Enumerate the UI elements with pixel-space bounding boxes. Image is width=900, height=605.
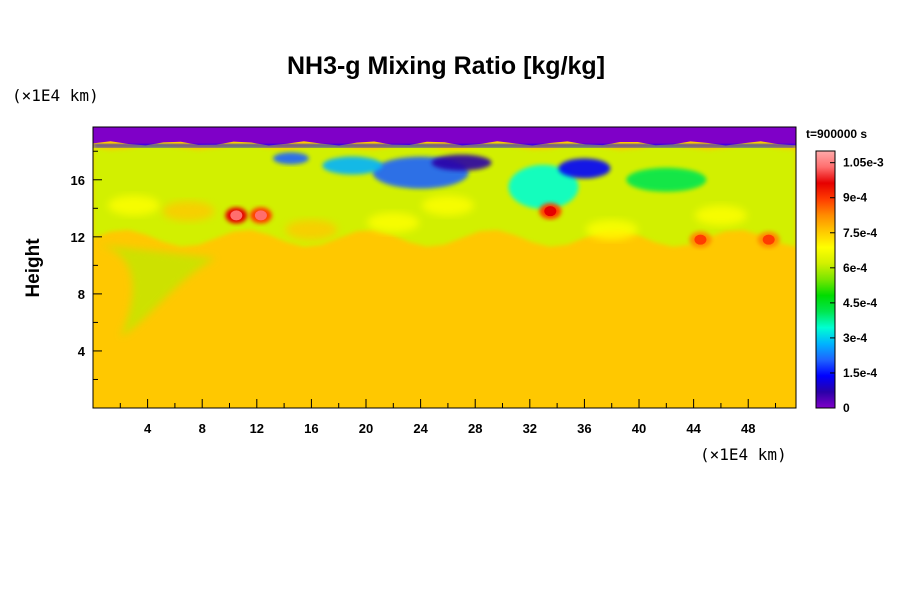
field-blotch [367, 212, 420, 233]
field-depleted-region [272, 152, 309, 165]
field-upper-layer [93, 127, 796, 146]
colorbar-tick-label: 1.05e-3 [843, 156, 884, 170]
x-tick-label: 24 [413, 421, 428, 436]
field-blotch [421, 195, 474, 216]
x-tick-label: 48 [741, 421, 755, 436]
colorbar-tick-label: 4.5e-4 [843, 296, 877, 310]
colorbar-tick-label: 9e-4 [843, 191, 867, 205]
y-axis-unit: (×1E4 km) [12, 86, 99, 105]
x-tick-label: 12 [250, 421, 264, 436]
mixing-ratio-field [93, 127, 796, 408]
field-depleted-region [558, 158, 611, 179]
x-tick-label: 16 [304, 421, 318, 436]
x-tick-label: 8 [199, 421, 206, 436]
field-depleted-region [626, 167, 707, 192]
colorbar-tick-label: 7.5e-4 [843, 226, 877, 240]
field-blotch [585, 219, 638, 240]
field-blotch [285, 219, 338, 240]
y-tick-label: 12 [71, 230, 85, 245]
colorbar-tick-label: 0 [843, 401, 850, 415]
x-tick-label: 44 [686, 421, 701, 436]
x-axis: 4 8 12 16 20 24 28 32 36 40 44 48 [119, 399, 777, 436]
x-tick-label: 20 [359, 421, 373, 436]
field-depleted-region [508, 164, 579, 209]
x-tick-label: 36 [577, 421, 591, 436]
colorbar-tick-label: 3e-4 [843, 331, 867, 345]
colorbar-ticks: 0 1.5e-4 3e-4 4.5e-4 6e-4 7.5e-4 9e-4 1.05e-3 [830, 156, 884, 415]
field-peak [762, 234, 775, 245]
field-peak [230, 210, 243, 221]
field-depleted-region [322, 156, 383, 175]
y-tick-label: 16 [71, 173, 85, 188]
colorbar [815, 150, 836, 409]
y-axis: 4 8 12 16 [71, 150, 102, 380]
colorbar-tick-label: 6e-4 [843, 261, 867, 275]
y-axis-label: Height [23, 238, 44, 298]
field-blotch [107, 195, 160, 216]
field-depleted-region [431, 154, 492, 171]
field-plume [93, 243, 216, 337]
y-tick-label: 8 [78, 287, 85, 302]
x-axis-unit: (×1E4 km) [700, 445, 787, 464]
plot-frame [92, 126, 797, 409]
colorbar-tick-label: 1.5e-4 [843, 366, 877, 380]
x-tick-label: 32 [523, 421, 537, 436]
time-label: t=900000 s [806, 127, 867, 141]
x-tick-label: 40 [632, 421, 646, 436]
field-peak [254, 210, 267, 221]
chart-title: NH3-g Mixing Ratio [kg/kg] [287, 52, 605, 80]
x-tick-label: 4 [144, 421, 152, 436]
field-cloud-top-edge [93, 144, 796, 148]
y-tick-label: 4 [78, 344, 86, 359]
x-tick-label: 28 [468, 421, 482, 436]
field-blotch [162, 201, 215, 222]
field-peak [544, 206, 557, 217]
field-blotch [694, 205, 747, 226]
field-peak [694, 234, 707, 245]
